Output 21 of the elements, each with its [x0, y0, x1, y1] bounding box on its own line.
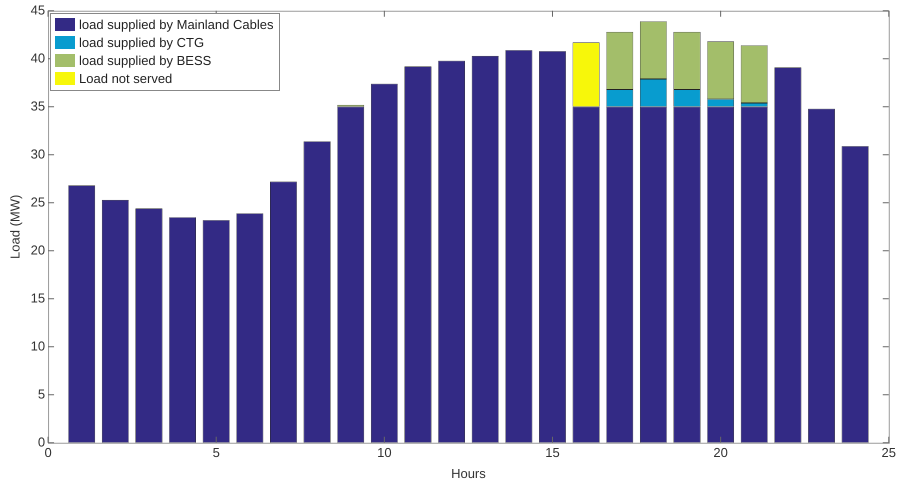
x-axis-title: Hours: [451, 466, 486, 481]
x-tick-label: 5: [212, 445, 220, 460]
legend-label: load supplied by Mainland Cables: [79, 17, 274, 32]
y-tick-label: 5: [38, 386, 46, 402]
y-tick-label: 0: [38, 434, 46, 450]
y-axis-title: Load (MW): [7, 194, 22, 259]
y-tick-label: 40: [30, 50, 46, 66]
legend-label: load supplied by BESS: [79, 53, 212, 68]
y-tick-label: 15: [30, 290, 46, 306]
y-tick-label: 45: [30, 2, 46, 18]
y-tick-label: 10: [30, 338, 46, 354]
x-tick-label: 20: [713, 445, 728, 460]
x-tick-label: 10: [377, 445, 392, 460]
y-tick-label: 25: [30, 194, 46, 210]
y-tick-label: 20: [30, 242, 46, 258]
x-tick-label: 15: [545, 445, 560, 460]
y-tick-label: 30: [30, 146, 46, 162]
y-tick-label: 35: [30, 98, 46, 114]
x-tick-label: 25: [882, 445, 896, 460]
legend-label: Load not served: [79, 71, 172, 86]
legend-label: load supplied by CTG: [79, 35, 204, 50]
